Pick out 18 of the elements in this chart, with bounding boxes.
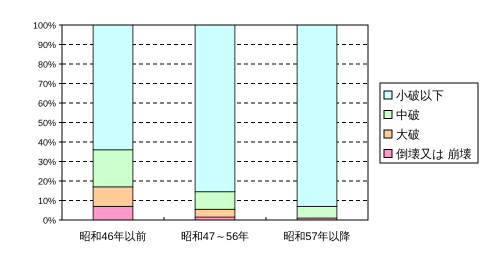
legend-label: 中破 xyxy=(396,108,420,122)
y-tick-label: 50% xyxy=(38,118,56,128)
y-tick-label: 30% xyxy=(38,157,56,167)
legend-label: 小破以下 xyxy=(396,88,444,102)
y-tick-label: 60% xyxy=(38,98,56,108)
y-tick-label: 20% xyxy=(38,176,56,186)
y-tick-label: 10% xyxy=(38,196,56,206)
x-tick-label: 昭和47～56年 xyxy=(180,230,250,243)
legend-label: 倒壊又は 崩壊 xyxy=(396,147,472,161)
y-tick-label: 70% xyxy=(38,79,56,89)
y-tick-label: 100% xyxy=(32,20,56,30)
y-tick-label: 80% xyxy=(38,60,56,70)
x-tick-label: 昭和46年以前 xyxy=(79,230,147,243)
legend-label: 大破 xyxy=(396,128,420,142)
x-tick-label: 昭和57年以降 xyxy=(283,230,351,243)
y-tick-label: 90% xyxy=(38,40,56,50)
y-tick-label: 0% xyxy=(42,216,56,226)
y-tick-label: 40% xyxy=(38,138,56,148)
